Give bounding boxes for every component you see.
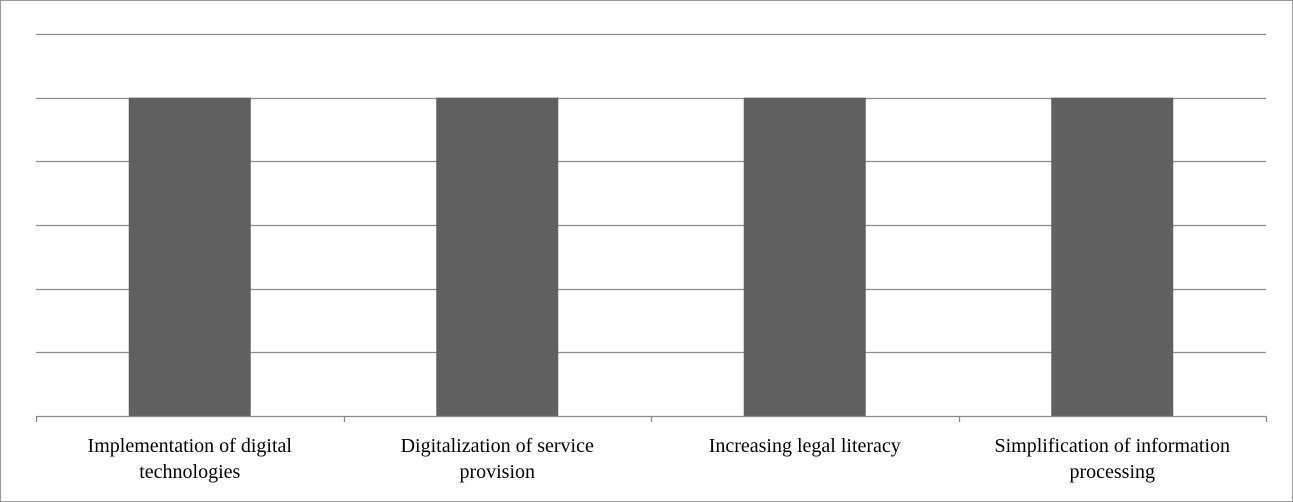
x-axis: [35, 415, 1268, 422]
x-tick-label-line: processing: [1069, 461, 1155, 483]
bar: [1051, 97, 1174, 417]
x-tick-label-line: Simplification of information: [994, 435, 1230, 457]
x-tick-label-line: technologies: [139, 461, 240, 483]
x-tick-label-line: Increasing legal literacy: [709, 435, 901, 457]
x-tick-labels: Implementation of digital technologies Dig…: [88, 435, 1230, 483]
x-tick-label-line: Implementation of digital: [88, 435, 293, 457]
bar: [436, 97, 559, 417]
x-tick-label: Increasing legal literacy: [709, 435, 901, 457]
x-tick-label: Implementation of digital technologies: [88, 435, 293, 483]
x-tick-label: Simplification of information processing: [994, 435, 1230, 483]
x-tick-label-line: provision: [459, 461, 535, 483]
bar: [128, 97, 251, 417]
x-tick-label: Digitalization of service provision: [401, 435, 594, 483]
bar: [743, 97, 866, 417]
x-tick-label-line: Digitalization of service: [401, 435, 594, 457]
bars: [128, 97, 1174, 417]
